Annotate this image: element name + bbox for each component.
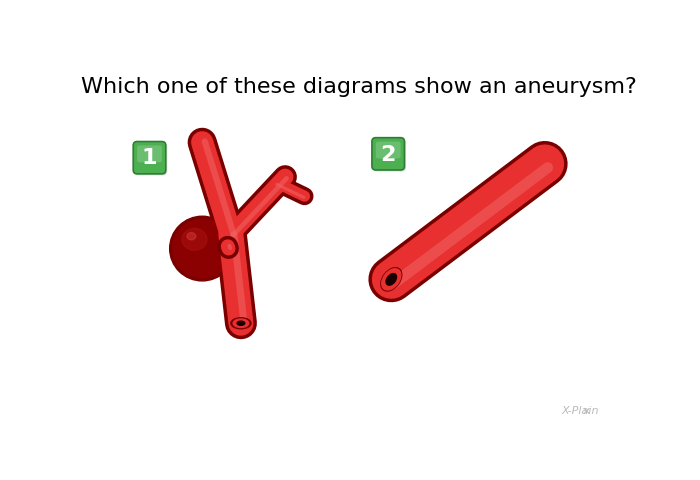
Ellipse shape	[386, 274, 396, 285]
FancyBboxPatch shape	[137, 145, 162, 162]
Ellipse shape	[237, 321, 245, 325]
FancyBboxPatch shape	[374, 139, 406, 171]
Ellipse shape	[381, 268, 402, 291]
Circle shape	[169, 216, 235, 281]
Text: 2: 2	[381, 144, 396, 165]
FancyBboxPatch shape	[135, 143, 167, 175]
FancyBboxPatch shape	[372, 138, 405, 170]
Ellipse shape	[187, 233, 196, 240]
Ellipse shape	[231, 318, 251, 329]
Ellipse shape	[182, 228, 207, 250]
Text: ✕: ✕	[581, 407, 591, 417]
Text: 1: 1	[141, 148, 158, 168]
Ellipse shape	[233, 319, 248, 327]
Circle shape	[173, 219, 232, 278]
Text: X-Plain: X-Plain	[561, 407, 599, 417]
Ellipse shape	[382, 269, 401, 290]
FancyBboxPatch shape	[376, 142, 400, 158]
Text: Which one of these diagrams show an aneurysm?: Which one of these diagrams show an aneu…	[81, 77, 636, 97]
FancyBboxPatch shape	[133, 142, 166, 174]
